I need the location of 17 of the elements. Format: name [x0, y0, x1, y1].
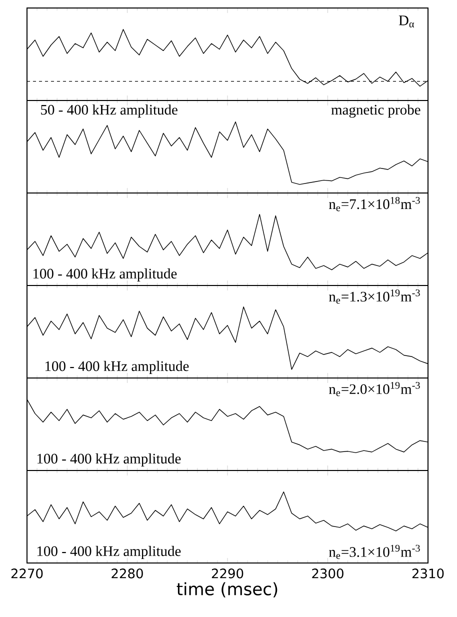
annotation: 100 - 400 kHz amplitude [46, 360, 189, 374]
annotation: 100 - 400 kHz amplitude [37, 453, 181, 467]
x-axis-title: time (msec) [176, 582, 278, 598]
x-tick-label: 2290 [212, 568, 244, 578]
annotation: 100 - 400 kHz amplitude [33, 268, 177, 282]
text: n$_{e}$=2.0×10$^{19}$m$^{-3}$ [329, 382, 420, 396]
x-tick-label: 2280 [112, 568, 143, 578]
x-tick-label: 2270 [11, 568, 43, 578]
x-tick-label: 2300 [312, 568, 344, 578]
text: D$_{α}$ [398, 16, 414, 28]
text: 50 - 400 kHz amplitude [41, 104, 178, 118]
annotation: 100 - 400 kHz amplitude [37, 546, 181, 560]
annotation: n$_{e}$=3.1×10$^{19}$m$^{-3}$ [329, 544, 420, 560]
text: n$_{e}$=1.3×10$^{19}$m$^{-3}$ [329, 289, 420, 304]
text: magnetic probe [331, 104, 420, 118]
text: n$_{e}$=7.1×10$^{18}$m$^{-3}$ [329, 196, 420, 212]
x-tick-label: 2310 [412, 568, 444, 578]
